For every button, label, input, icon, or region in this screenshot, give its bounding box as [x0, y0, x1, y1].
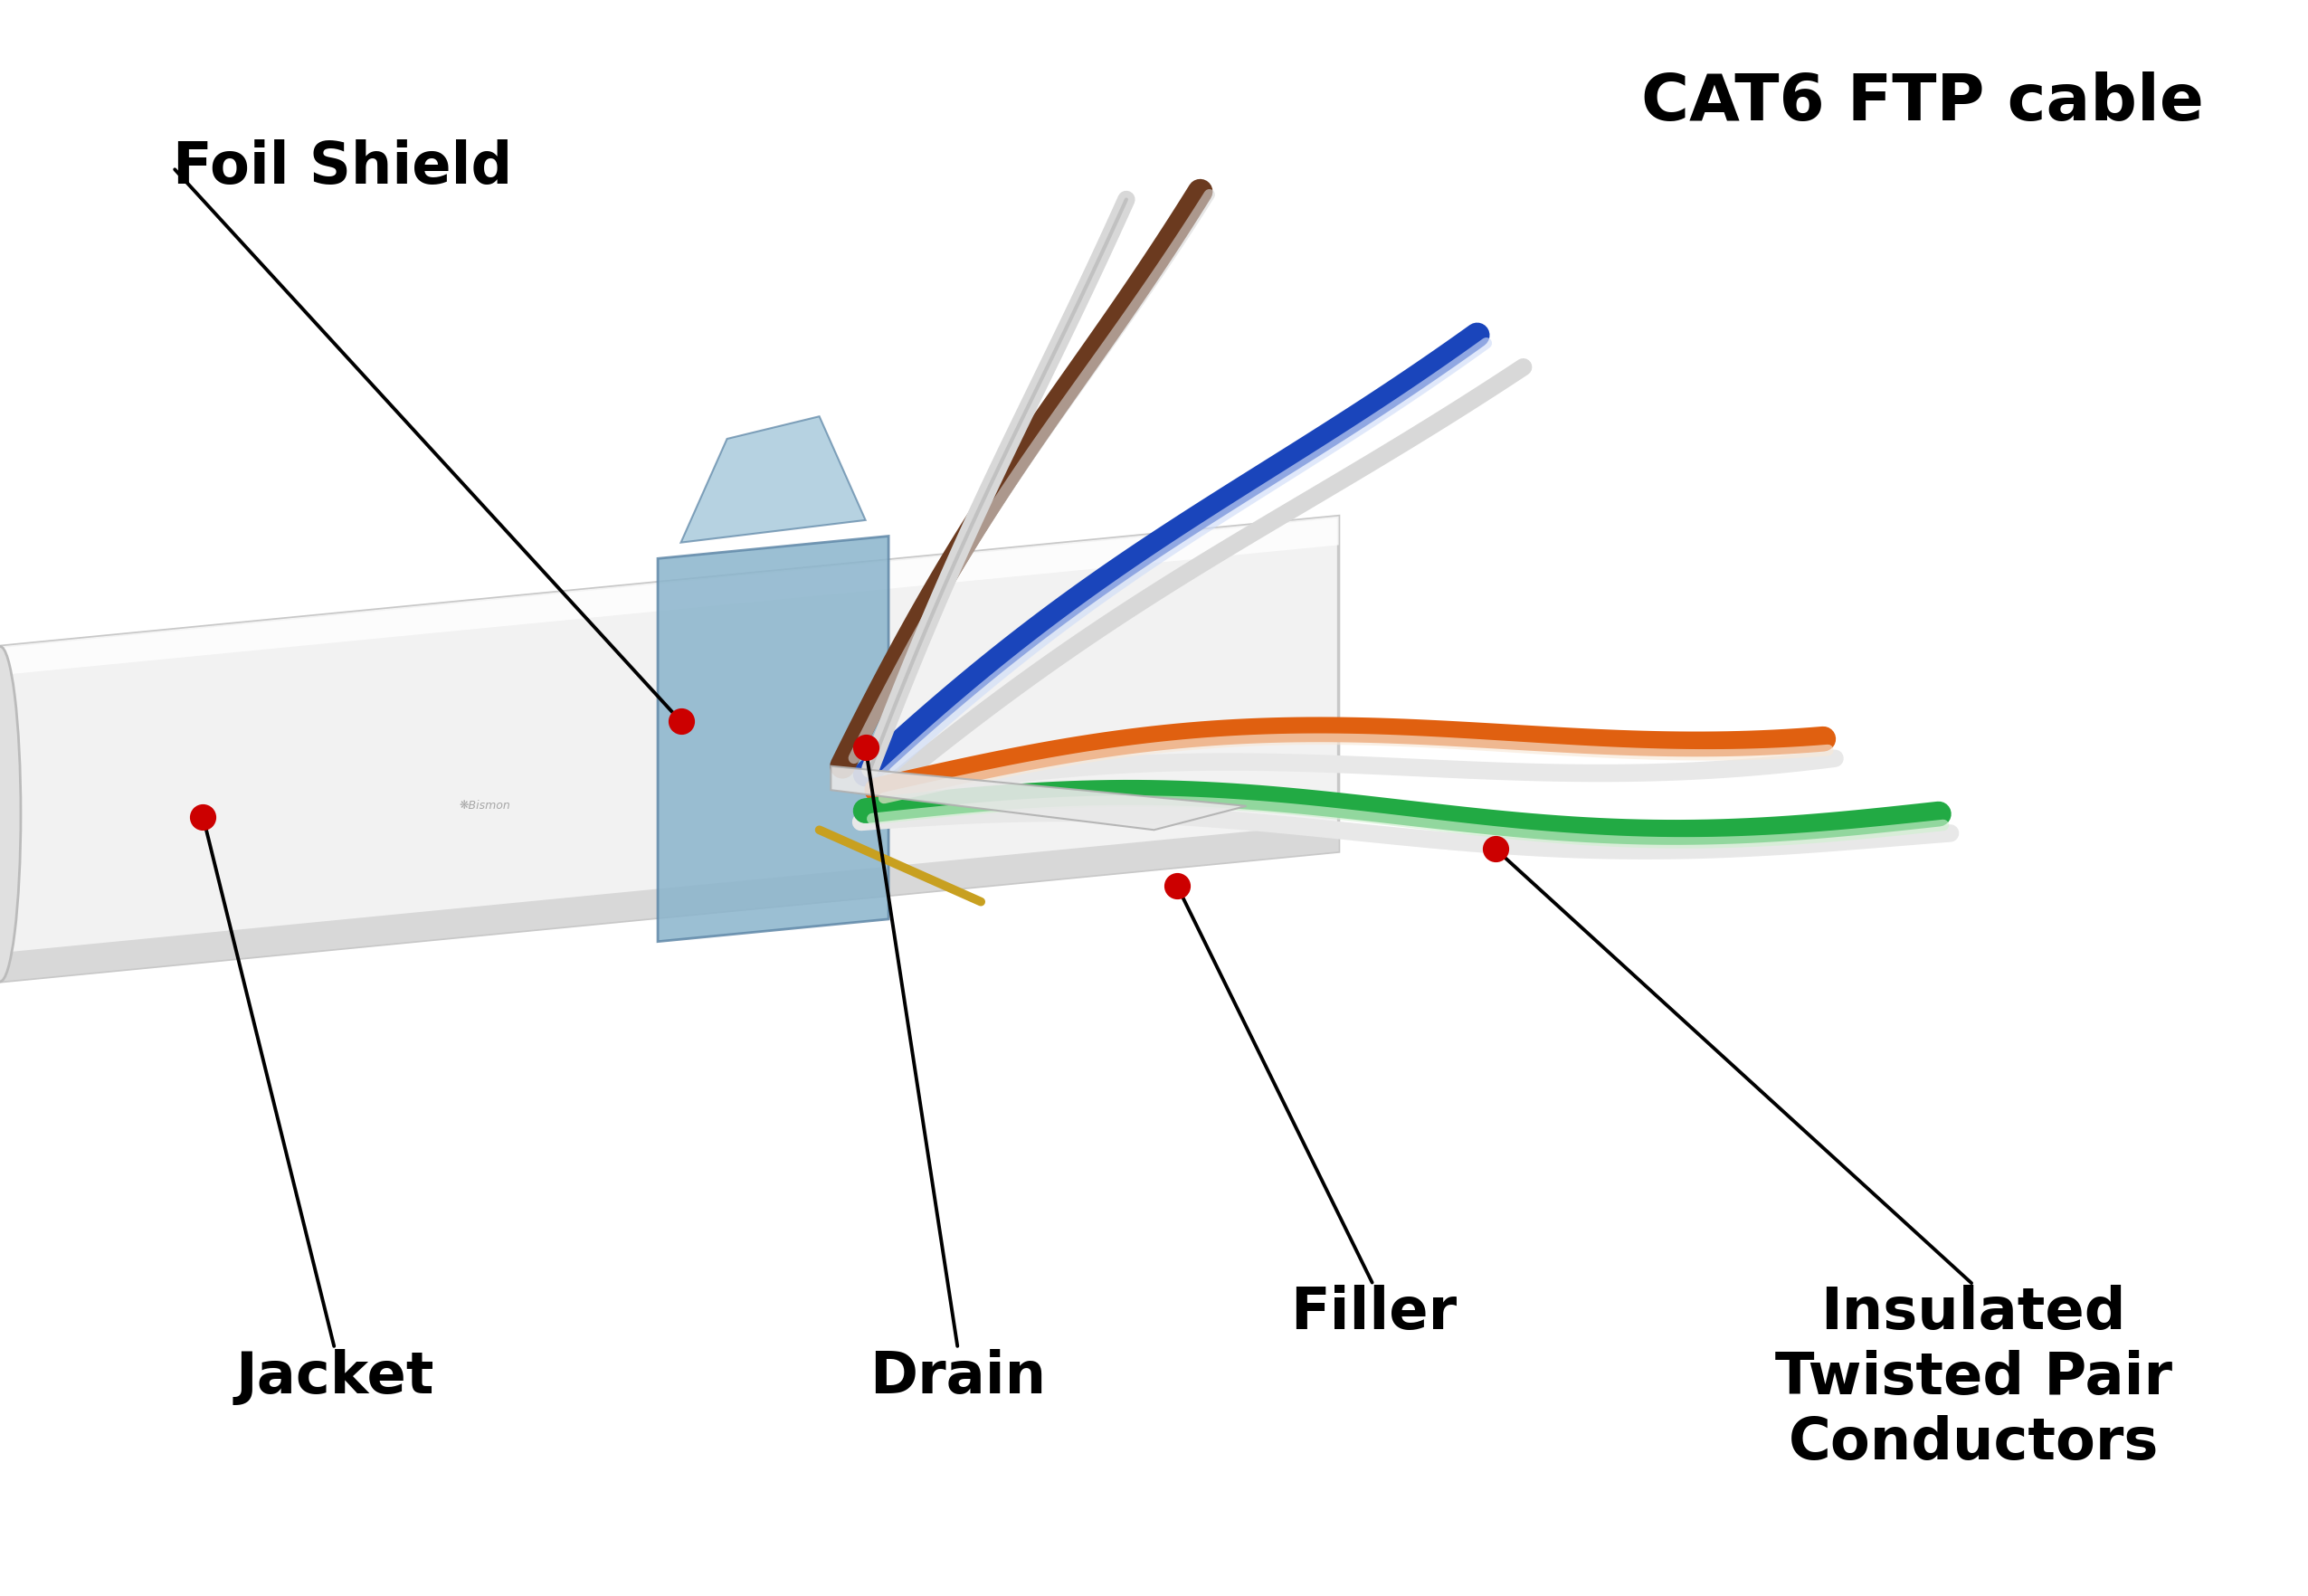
Polygon shape: [831, 766, 1246, 830]
Polygon shape: [658, 536, 889, 942]
Text: Foil Shield: Foil Shield: [173, 139, 512, 196]
Ellipse shape: [0, 646, 21, 982]
Text: ❋Bismon: ❋Bismon: [459, 800, 510, 812]
Polygon shape: [0, 516, 1339, 982]
Polygon shape: [681, 417, 866, 543]
Text: CAT6 FTP cable: CAT6 FTP cable: [1641, 72, 2204, 134]
Polygon shape: [0, 516, 1339, 675]
Text: Filler: Filler: [1290, 1285, 1456, 1341]
Text: Drain: Drain: [870, 1349, 1046, 1404]
Polygon shape: [0, 822, 1339, 982]
Text: Insulated
Twisted Pair
Conductors: Insulated Twisted Pair Conductors: [1775, 1285, 2172, 1472]
Text: Jacket: Jacket: [235, 1349, 434, 1404]
